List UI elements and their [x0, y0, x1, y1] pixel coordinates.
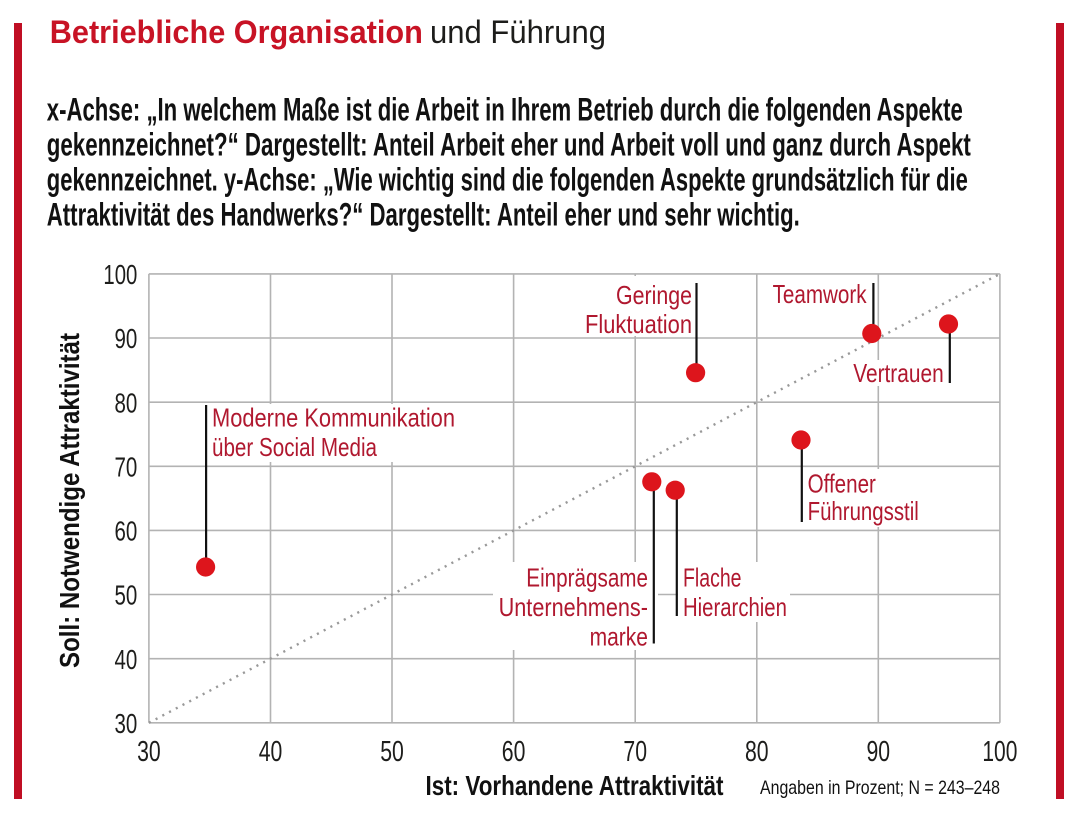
svg-text:40: 40	[259, 736, 283, 768]
svg-text:Moderne Kommunikation: Moderne Kommunikation	[212, 403, 455, 433]
svg-text:90: 90	[115, 323, 138, 354]
svg-text:Führungsstil: Führungsstil	[808, 496, 919, 526]
svg-text:Unternehmens-: Unternehmens-	[499, 592, 648, 622]
svg-text:80: 80	[115, 387, 138, 418]
svg-text:Soll: Notwendige Attraktivität: Soll: Notwendige Attraktivität	[54, 333, 85, 668]
svg-text:70: 70	[115, 452, 138, 483]
svg-text:30: 30	[115, 708, 138, 739]
svg-text:90: 90	[867, 736, 891, 768]
svg-text:30: 30	[137, 736, 161, 768]
svg-text:Teamwork: Teamwork	[773, 279, 868, 309]
svg-text:40: 40	[115, 644, 138, 675]
svg-text:60: 60	[502, 736, 526, 768]
svg-text:50: 50	[380, 736, 404, 768]
svg-text:Einprägsame: Einprägsame	[526, 563, 648, 593]
svg-text:Attraktivität des Handwerks?“: Attraktivität des Handwerks?“ Dargestell…	[47, 197, 800, 233]
svg-text:über Social Media: über Social Media	[212, 432, 377, 462]
svg-text:x-Achse: „In welchem Maße ist: x-Achse: „In welchem Maße ist die Arbeit…	[47, 91, 963, 127]
svg-text:Flache: Flache	[683, 563, 742, 593]
svg-text:Vertrauen: Vertrauen	[853, 358, 944, 388]
svg-text:50: 50	[115, 580, 138, 611]
svg-text:marke: marke	[590, 622, 648, 652]
svg-text:Geringe: Geringe	[616, 280, 692, 310]
svg-text:gekennzeichnet. y-Achse: „Wie: gekennzeichnet. y-Achse: „Wie wichtig si…	[47, 162, 968, 198]
svg-text:70: 70	[623, 736, 647, 768]
svg-text:Ist: Vorhandene Attraktivität: Ist: Vorhandene Attraktivität	[426, 770, 724, 801]
svg-text:60: 60	[115, 516, 138, 547]
svg-text:und Führung: und Führung	[430, 14, 606, 50]
svg-text:100: 100	[103, 259, 137, 290]
svg-text:Angaben in Prozent; N = 243–24: Angaben in Prozent; N = 243–248	[760, 777, 1000, 799]
svg-text:Betriebliche Organisation: Betriebliche Organisation	[50, 14, 423, 50]
svg-text:Fluktuation: Fluktuation	[585, 309, 692, 339]
svg-text:Hierarchien: Hierarchien	[683, 592, 787, 622]
svg-text:Offener: Offener	[808, 468, 877, 498]
svg-text:100: 100	[982, 736, 1017, 768]
svg-text:80: 80	[745, 736, 769, 768]
svg-text:gekennzeichnet?“ Dargestellt:: gekennzeichnet?“ Dargestellt: Anteil Arb…	[47, 126, 971, 162]
